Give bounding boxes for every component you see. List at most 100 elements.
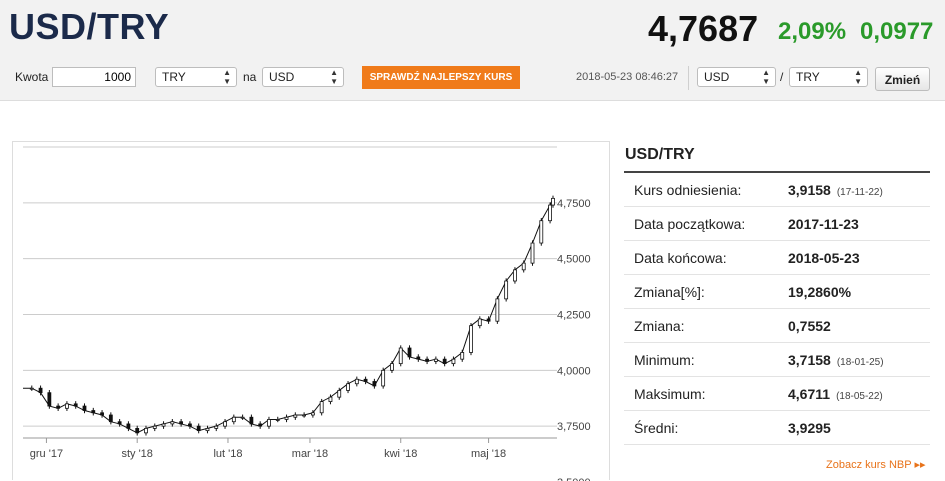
summary-date: (17-11-22): [836, 187, 883, 198]
current-rate: 4,7687: [648, 8, 759, 49]
summary-value-text: 19,2860%: [788, 284, 852, 300]
pair-base-select[interactable]: USD ▲ ▼: [697, 67, 776, 87]
candle-body: [231, 416, 236, 423]
summary-value: 2018-05-23: [788, 250, 860, 266]
nbp-rate-link[interactable]: Zobacz kurs NBP ▸▸: [826, 459, 926, 471]
summary-label: Minimum:: [634, 352, 695, 368]
y-tick-label: 4,7500: [557, 198, 591, 210]
amount-input[interactable]: [52, 67, 136, 87]
summary-label: Zmiana:: [634, 318, 685, 334]
candle-body: [73, 403, 78, 407]
pair-quote-select[interactable]: TRY ▲ ▼: [789, 67, 868, 87]
change-absolute: 0,0977: [860, 18, 934, 45]
summary-value-text: 3,9158: [788, 182, 831, 198]
summary-row: Kurs odniesienia: 3,9158 (17-11-22): [624, 173, 930, 207]
candle-body: [284, 416, 289, 420]
check-best-rate-button[interactable]: SPRAWDŹ NAJLEPSZY KURS: [362, 66, 520, 89]
from-currency-select[interactable]: TRY ▲ ▼: [155, 67, 237, 87]
x-tick-label: lut '18: [213, 448, 242, 460]
candle-body: [275, 419, 280, 421]
candle-body: [179, 421, 184, 425]
summary-row: Maksimum: 4,6711 (18-05-22): [624, 377, 930, 411]
candle-body: [196, 425, 201, 432]
select-arrows-icon: ▲ ▼: [330, 68, 338, 86]
pair-separator: /: [780, 70, 784, 84]
summary-value: 3,9295: [788, 420, 831, 436]
summary-label: Zmiana[%]:: [634, 284, 705, 300]
candle-body: [451, 358, 456, 365]
summary-label: Data końcowa:: [634, 250, 727, 266]
summary-date: (18-05-22): [836, 391, 883, 402]
summary-row: Zmiana: 0,7552: [624, 309, 930, 343]
candle-body: [161, 423, 166, 427]
candle-body: [65, 403, 69, 409]
rate-line: [23, 198, 554, 434]
y-tick-label: 4,2500: [557, 310, 591, 322]
candle-body: [442, 358, 447, 365]
timestamp: 2018-05-23 08:46:27: [576, 71, 679, 83]
candle-body: [363, 378, 368, 382]
y-tick-label: 3,5000: [557, 477, 591, 481]
summary-value: 3,9158 (17-11-22): [788, 182, 883, 198]
x-tick-label: maj '18: [471, 448, 506, 460]
candle-body: [346, 383, 350, 391]
summary-value-text: 3,7158: [788, 352, 831, 368]
candle-body: [108, 414, 113, 423]
pair-base-value: USD: [704, 70, 730, 84]
select-arrows-icon: ▲ ▼: [762, 68, 770, 86]
candle-body: [433, 358, 438, 362]
candle-body: [310, 412, 315, 416]
summary-row: Minimum: 3,7158 (18-01-25): [624, 343, 930, 377]
candle-body: [539, 220, 544, 244]
summary-value: 19,2860%: [788, 284, 851, 300]
x-tick-label: mar '18: [292, 448, 328, 460]
candle-body: [381, 369, 386, 387]
summary-row: Data początkowa: 2017-11-23: [624, 207, 930, 241]
to-currency-select[interactable]: USD ▲ ▼: [262, 67, 344, 87]
candle-body: [390, 363, 394, 371]
summary-date: (18-01-25): [836, 357, 884, 368]
candle-body: [126, 423, 131, 429]
y-tick-label: 4,5000: [557, 254, 591, 266]
candle-body: [551, 197, 555, 206]
candle-body: [188, 423, 192, 427]
candle-body: [319, 401, 324, 414]
x-tick-label: kwi '18: [384, 448, 417, 460]
candle-body: [135, 427, 140, 434]
candle-body: [117, 421, 122, 425]
summary-divider: [624, 171, 930, 173]
summary-value-text: 2017-11-23: [788, 216, 859, 232]
rate-header-bar: USD/TRY 4,7687 2,09% 0,0977 Kwota TRY ▲▼…: [0, 0, 945, 101]
candle-body: [513, 269, 517, 282]
candle-body: [398, 347, 403, 365]
candle-body: [91, 410, 96, 414]
select-arrows-icon: ▲ ▼: [223, 68, 231, 86]
candle-body: [47, 392, 52, 407]
from-currency-value: TRY: [162, 70, 186, 84]
summary-value-text: 2018-05-23: [788, 250, 860, 266]
summary-value-text: 0,7552: [788, 318, 831, 334]
pair-title: USD/TRY: [9, 6, 170, 47]
pair-quote-value: TRY: [796, 70, 820, 84]
summary-value: 3,7158 (18-01-25): [788, 352, 884, 368]
summary-label: Maksimum:: [634, 386, 706, 402]
candle-body: [152, 425, 157, 429]
summary-label: Data początkowa:: [634, 216, 746, 232]
summary-title: USD/TRY: [625, 146, 695, 163]
candle-body: [548, 204, 552, 222]
candle-body: [205, 427, 210, 432]
summary-label: Kurs odniesienia:: [634, 182, 742, 198]
candle-body: [56, 405, 61, 409]
amount-label: Kwota: [15, 70, 49, 84]
candle-body: [521, 262, 526, 271]
candle-body: [337, 390, 342, 398]
candle-body: [144, 427, 148, 434]
candle-body: [477, 318, 482, 327]
candle-body: [302, 414, 307, 417]
change-percent: 2,09%: [778, 18, 847, 45]
summary-row: Zmiana[%]: 19,2860%: [624, 275, 930, 309]
candle-body: [240, 416, 245, 419]
candle-body: [293, 414, 298, 418]
change-pair-button[interactable]: Zmień: [875, 67, 930, 91]
candle-body: [258, 423, 263, 427]
